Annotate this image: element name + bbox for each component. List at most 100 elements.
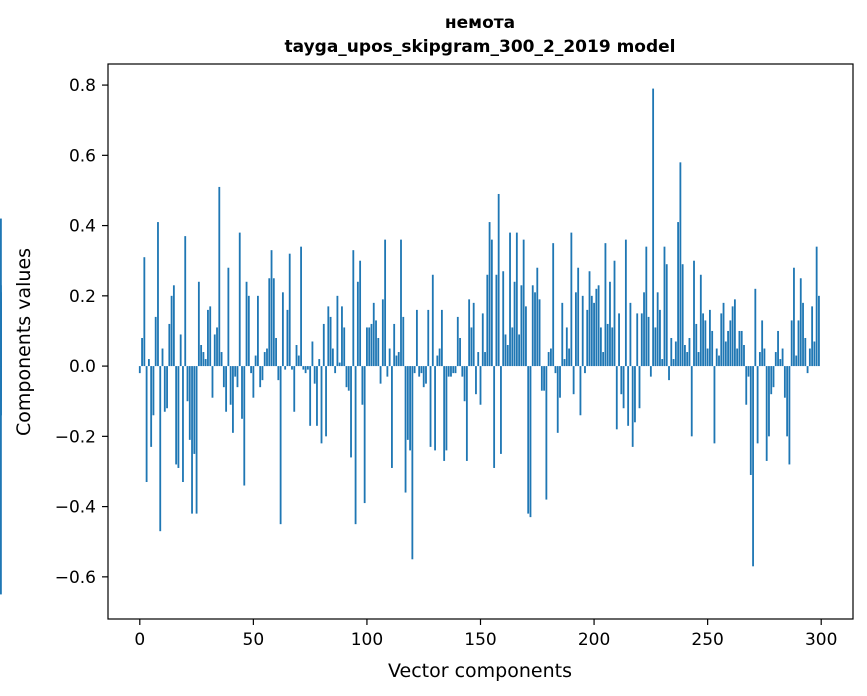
x-tick-label: 100	[351, 630, 383, 650]
bar	[204, 359, 207, 367]
bar	[197, 281, 200, 367]
bar	[393, 323, 396, 367]
bar	[797, 320, 800, 367]
bar	[615, 366, 618, 430]
bar	[520, 285, 523, 367]
bar	[259, 366, 262, 388]
y-tick-label: 0.0	[69, 357, 96, 377]
bar	[325, 366, 327, 437]
bar	[431, 274, 434, 367]
bar	[500, 366, 502, 454]
bar	[404, 366, 407, 493]
y-tick-label: 0.2	[69, 287, 96, 307]
bar	[747, 366, 750, 377]
bar	[329, 316, 332, 367]
bar	[284, 366, 287, 370]
bar	[688, 337, 691, 367]
bar	[268, 278, 271, 367]
bar	[740, 330, 743, 367]
bar	[0, 366, 2, 595]
bar	[656, 292, 659, 367]
bar	[443, 366, 446, 461]
bar	[245, 281, 248, 367]
bar	[506, 345, 509, 367]
bar	[227, 267, 230, 367]
y-tick-label: 0.6	[69, 146, 96, 166]
bar	[288, 253, 291, 367]
bar	[279, 366, 282, 525]
bar	[397, 352, 400, 367]
bar	[263, 352, 266, 367]
bar	[599, 327, 602, 367]
x-axis: 0 50 100 150 200 250 300	[134, 619, 837, 650]
bar	[425, 366, 427, 384]
bar	[572, 366, 575, 395]
bar	[579, 366, 582, 416]
bar	[561, 302, 564, 367]
bar	[793, 267, 795, 367]
bar	[209, 306, 212, 367]
bar	[679, 162, 682, 367]
bar	[624, 239, 627, 367]
bar	[663, 246, 666, 367]
bar	[588, 271, 591, 367]
bar	[172, 285, 175, 367]
bar	[538, 299, 541, 367]
bar	[481, 313, 484, 367]
bar	[640, 313, 643, 367]
bar	[222, 366, 225, 388]
bar	[604, 243, 607, 367]
bar	[452, 366, 455, 374]
bar	[159, 366, 162, 532]
bar	[234, 366, 237, 377]
bar	[311, 341, 314, 367]
bar	[450, 366, 452, 377]
bar	[565, 327, 568, 367]
bar	[758, 352, 761, 367]
x-tick-label: 150	[464, 630, 496, 650]
bar	[141, 337, 143, 367]
bar	[534, 292, 536, 367]
bar	[275, 337, 277, 367]
bar	[372, 302, 375, 367]
bar	[154, 316, 157, 367]
bar	[806, 366, 809, 374]
bar	[163, 366, 166, 412]
bar	[168, 323, 171, 367]
bar	[184, 236, 187, 367]
bar	[733, 299, 736, 367]
bar	[297, 355, 300, 367]
bar	[422, 366, 425, 388]
bar	[395, 355, 398, 367]
bar	[722, 302, 725, 367]
x-tick-label: 300	[805, 630, 837, 650]
bar	[752, 366, 754, 567]
bar	[645, 246, 648, 367]
bar	[556, 366, 559, 433]
bar	[391, 366, 393, 468]
bar	[609, 281, 611, 367]
bar	[647, 316, 650, 367]
bar	[497, 193, 500, 367]
bar	[518, 334, 521, 367]
bar	[379, 366, 382, 384]
bar	[802, 302, 804, 367]
bar	[586, 309, 589, 367]
bar	[727, 330, 729, 367]
bar	[738, 330, 741, 367]
bar	[770, 366, 773, 395]
bar	[649, 366, 652, 377]
bar	[152, 366, 155, 416]
bar	[213, 334, 216, 367]
bar	[465, 366, 468, 461]
y-tick-label: −0.4	[55, 498, 96, 518]
bar	[788, 366, 791, 465]
bar	[477, 352, 480, 367]
bar	[511, 327, 514, 367]
bar	[704, 320, 707, 367]
bar	[581, 295, 584, 367]
bar	[343, 327, 346, 367]
bar	[597, 285, 600, 367]
bar	[570, 232, 573, 367]
